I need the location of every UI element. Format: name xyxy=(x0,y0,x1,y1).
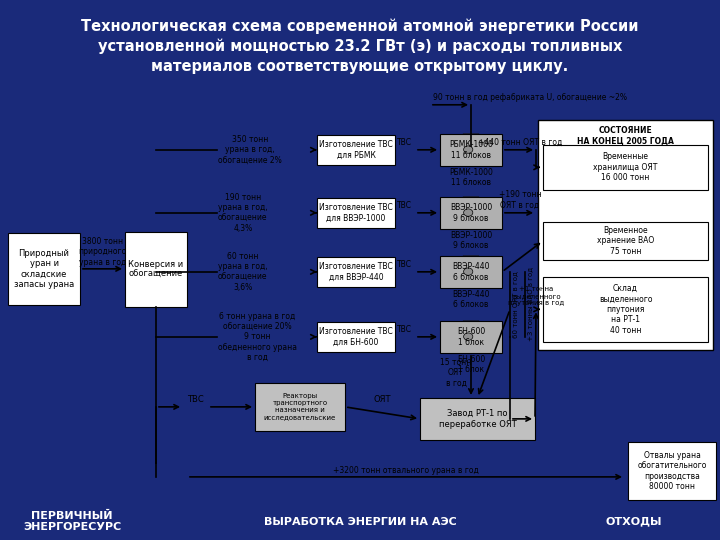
Text: ОЯТ: ОЯТ xyxy=(374,395,391,404)
Text: +3 тонны ВАО в год: +3 тонны ВАО в год xyxy=(527,267,533,341)
Text: 6 тонн урана в год
обогащение 20%
9 тонн
обедненного урана
в год: 6 тонн урана в год обогащение 20% 9 тонн… xyxy=(218,312,297,362)
Bar xyxy=(440,256,502,288)
Text: Изготовление ТВС
для БН-600: Изготовление ТВС для БН-600 xyxy=(319,327,393,347)
Ellipse shape xyxy=(464,146,473,153)
Text: ПЕРВИЧНЫЙ
ЭНЕРГОРЕСУРС: ПЕРВИЧНЫЙ ЭНЕРГОРЕСУРС xyxy=(23,511,121,532)
Ellipse shape xyxy=(464,268,473,275)
Polygon shape xyxy=(457,321,485,339)
Text: ТВС: ТВС xyxy=(397,325,412,334)
Bar xyxy=(449,273,492,288)
Text: ТВС: ТВС xyxy=(397,260,412,269)
Text: Реакторы
транспортного
назначения и
исследовательские: Реакторы транспортного назначения и иссл… xyxy=(264,393,336,420)
Text: Склад
выделенного
плутония
на РТ-1
40 тонн: Склад выделенного плутония на РТ-1 40 то… xyxy=(599,284,652,335)
Text: Временное
хранение ВАО
75 тонн: Временное хранение ВАО 75 тонн xyxy=(597,226,654,256)
Text: 60 тонн
урана в год,
обогащение
3,6%: 60 тонн урана в год, обогащение 3,6% xyxy=(218,252,268,292)
Text: Завод РТ-1 по
переработке ОЯТ: Завод РТ-1 по переработке ОЯТ xyxy=(438,409,516,429)
Bar xyxy=(317,135,395,165)
Text: 60 тонн ОЯТ в год: 60 тонн ОЯТ в год xyxy=(512,271,518,338)
Text: +440 тонн ОЯТ в год: +440 тонн ОЯТ в год xyxy=(478,138,562,147)
Bar xyxy=(420,398,535,440)
Text: Природный
уран и
складские
запасы урана: Природный уран и складские запасы урана xyxy=(14,249,74,289)
Bar xyxy=(8,233,80,305)
Text: +190 тонн
ОЯТ в год: +190 тонн ОЯТ в год xyxy=(499,191,541,210)
Text: БН-600
1 блок: БН-600 1 блок xyxy=(457,355,485,374)
Text: 190 тонн
урана в год,
обогащение
4,3%: 190 тонн урана в год, обогащение 4,3% xyxy=(218,193,268,233)
Text: 350 тонн
урана в год,
обогащение 2%: 350 тонн урана в год, обогащение 2% xyxy=(218,135,282,165)
Bar xyxy=(255,383,345,431)
Bar xyxy=(449,339,492,353)
Bar xyxy=(440,134,502,166)
Polygon shape xyxy=(457,197,485,214)
Bar xyxy=(317,322,395,352)
Text: Отвалы урана
обогатительного
производства
80000 тонн: Отвалы урана обогатительного производств… xyxy=(637,451,707,491)
Text: 3800 тонн
природного
урана в год: 3800 тонн природного урана в год xyxy=(78,237,127,267)
Text: +1 тонна
выделенного
плутония в год: +1 тонна выделенного плутония в год xyxy=(508,286,564,306)
Text: ТВС: ТВС xyxy=(397,138,412,147)
Bar xyxy=(440,197,502,229)
Bar xyxy=(538,120,713,350)
Text: ТВС: ТВС xyxy=(397,201,412,210)
Bar xyxy=(543,145,708,190)
Text: Технологическая схема современной атомной энергетики России
установленной мощнос: Технологическая схема современной атомно… xyxy=(81,18,639,74)
Text: РБМК-1000
11 блоков: РБМК-1000 11 блоков xyxy=(449,168,493,187)
Polygon shape xyxy=(457,256,485,273)
Text: РБМК-1000
11 блоков: РБМК-1000 11 блоков xyxy=(449,140,493,159)
Bar xyxy=(440,321,502,353)
Text: ВВЭР-1000
9 блоков: ВВЭР-1000 9 блоков xyxy=(450,203,492,222)
Text: 90 тонн в год рефабриката U, обогащение ~2%: 90 тонн в год рефабриката U, обогащение … xyxy=(433,93,627,102)
Text: СОСТОЯНИЕ
НА КОНЕЦ 2005 ГОДА: СОСТОЯНИЕ НА КОНЕЦ 2005 ГОДА xyxy=(577,126,674,145)
Bar xyxy=(543,222,708,260)
Ellipse shape xyxy=(464,333,473,340)
Text: БН-600
1 блок: БН-600 1 блок xyxy=(457,327,485,347)
Text: ВВЭР-1000
9 блоков: ВВЭР-1000 9 блоков xyxy=(450,231,492,250)
Bar xyxy=(317,198,395,228)
Bar xyxy=(449,151,492,166)
Polygon shape xyxy=(457,134,485,151)
Bar xyxy=(543,277,708,342)
Text: Временные
хранилища ОЯТ
16 000 тонн: Временные хранилища ОЯТ 16 000 тонн xyxy=(593,152,657,182)
Text: ВЫРАБОТКА ЭНЕРГИИ НА АЭС: ВЫРАБОТКА ЭНЕРГИИ НА АЭС xyxy=(264,517,456,526)
Text: +3200 тонн отвального урана в год: +3200 тонн отвального урана в год xyxy=(333,466,479,475)
Text: Изготовление ТВС
для ВВЭР-440: Изготовление ТВС для ВВЭР-440 xyxy=(319,262,393,281)
Text: Конверсия и
обогащение: Конверсия и обогащение xyxy=(128,260,184,279)
Text: ОТХОДЫ: ОТХОДЫ xyxy=(606,517,662,526)
Text: ВВЭР-440
6 блоков: ВВЭР-440 6 блоков xyxy=(452,262,490,281)
Bar xyxy=(628,442,716,500)
Bar xyxy=(317,257,395,287)
Text: ВВЭР-440
6 блоков: ВВЭР-440 6 блоков xyxy=(452,290,490,309)
Text: 15 тонн
ОЯТ
в год: 15 тонн ОЯТ в год xyxy=(441,358,472,388)
Text: Изготовление ТВС
для РБМК: Изготовление ТВС для РБМК xyxy=(319,140,393,159)
Bar xyxy=(125,232,187,307)
Bar xyxy=(449,214,492,229)
Text: ТВС: ТВС xyxy=(186,395,203,404)
Ellipse shape xyxy=(464,209,473,217)
Text: Изготовление ТВС
для ВВЭР-1000: Изготовление ТВС для ВВЭР-1000 xyxy=(319,203,393,222)
